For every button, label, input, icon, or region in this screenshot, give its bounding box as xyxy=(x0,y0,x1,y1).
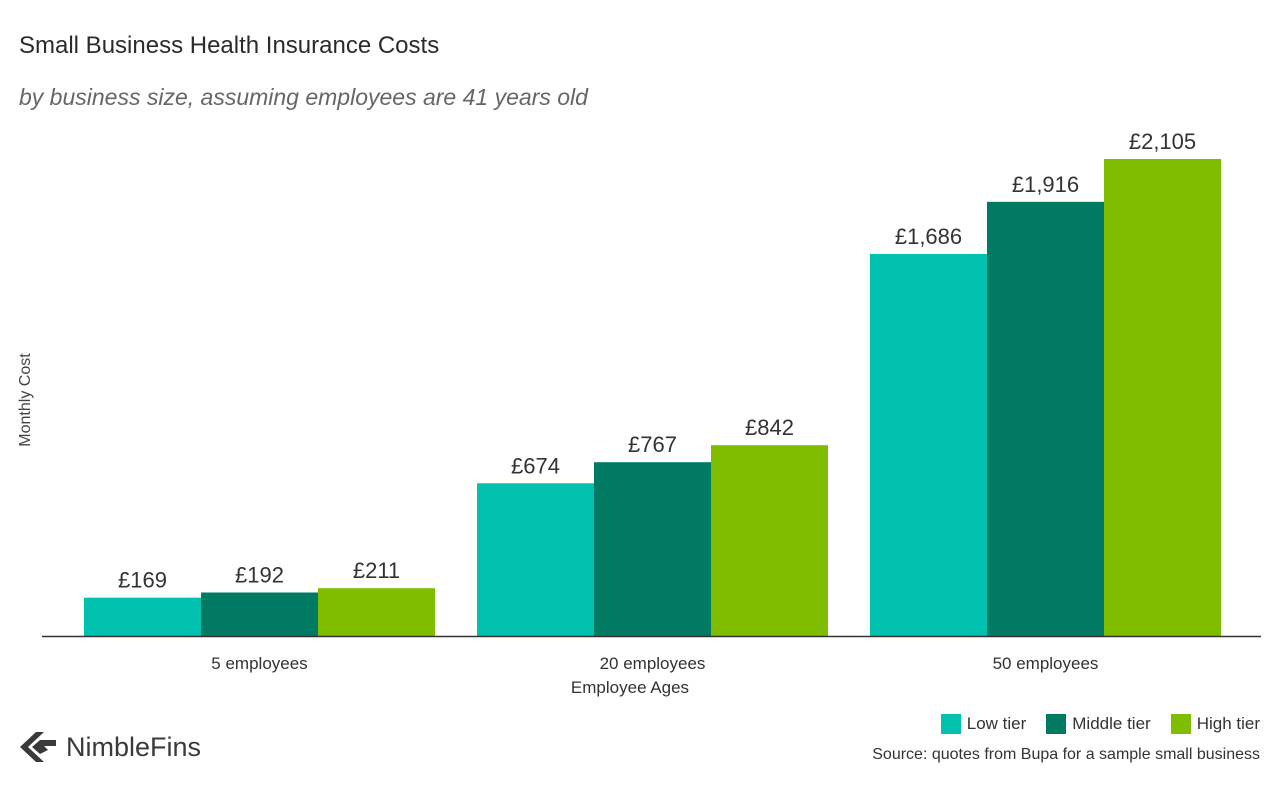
data-label-0-0: £169 xyxy=(118,568,167,593)
bar-0-1 xyxy=(201,592,318,636)
bar-2-0 xyxy=(870,253,987,637)
x-tick-label-1: 20 employees xyxy=(600,654,706,673)
legend-swatch-high xyxy=(1170,714,1191,734)
x-tick-label-2: 50 employees xyxy=(993,654,1099,673)
data-label-1-2: £842 xyxy=(745,415,794,440)
data-label-2-0: £1,686 xyxy=(895,224,962,249)
data-label-2-1: £1,916 xyxy=(1012,172,1079,197)
bar-chart: £169 £192 £211 5 employees £674 £767 £842 20 em… xyxy=(42,129,1261,673)
y-axis-label: Monthly Cost xyxy=(17,353,34,447)
bar-2-2 xyxy=(1104,159,1221,636)
bar-0-0 xyxy=(84,597,201,636)
bar-1-2 xyxy=(711,445,828,636)
legend-item-high: High tier xyxy=(1170,714,1260,734)
data-label-2-2: £2,105 xyxy=(1129,129,1196,154)
legend-swatch-low xyxy=(940,714,961,734)
x-axis-label: Employee Ages xyxy=(570,678,690,697)
legend-swatch-middle xyxy=(1046,714,1067,734)
legend: Low tier Middle tier High tier xyxy=(940,714,1260,734)
data-label-1-1: £767 xyxy=(628,432,677,457)
bar-0-2 xyxy=(318,588,435,636)
logo: NimbleFins xyxy=(18,730,201,764)
data-label-0-1: £192 xyxy=(235,562,284,587)
bar-1-1 xyxy=(594,462,711,636)
x-tick-label-0: 5 employees xyxy=(211,654,307,673)
legend-item-low: Low tier xyxy=(940,714,1027,734)
y-axis-label-wrap: Monthly Cost xyxy=(14,330,38,470)
source-note: Source: quotes from Bupa for a sample sm… xyxy=(872,746,1260,763)
bar-2-1 xyxy=(987,201,1104,636)
legend-label-high: High tier xyxy=(1196,714,1260,733)
data-label-1-0: £674 xyxy=(511,453,560,478)
chart-subtitle: by business size, assuming employees are… xyxy=(19,84,588,110)
chart-title: Small Business Health Insurance Costs xyxy=(19,32,440,59)
nimblefins-logo-icon xyxy=(20,732,56,762)
legend-label-middle: Middle tier xyxy=(1072,714,1151,733)
legend-item-middle: Middle tier xyxy=(1046,714,1151,734)
bar-1-0 xyxy=(477,483,594,636)
legend-label-low: Low tier xyxy=(966,714,1027,733)
data-label-0-2: £211 xyxy=(353,558,400,583)
logo-text: NimbleFins xyxy=(66,731,202,762)
